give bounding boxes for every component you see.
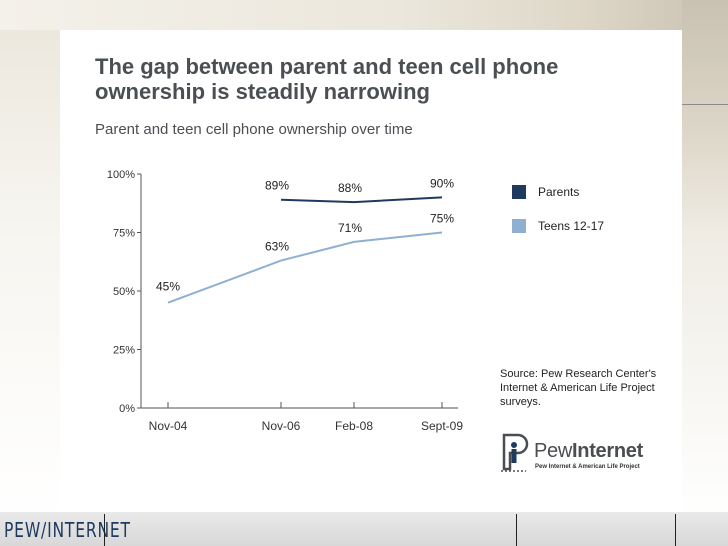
background-left <box>0 30 60 520</box>
background-top <box>0 0 728 30</box>
pew-internet-logo: PewInternet Pew Internet & American Life… <box>498 433 658 473</box>
y-tick-label: 75% <box>113 228 135 240</box>
data-label: 75% <box>430 212 454 226</box>
chart-title: Parent and teen cell phone ownership ove… <box>95 121 413 138</box>
data-label: 63% <box>265 240 289 254</box>
data-label: 90% <box>430 176 454 190</box>
data-label: 89% <box>265 179 289 193</box>
footer-bar <box>0 512 728 546</box>
decor-line <box>682 104 728 105</box>
y-tick-label: 0% <box>119 403 135 415</box>
footer-divider <box>516 514 517 546</box>
data-label: 88% <box>338 181 362 195</box>
x-tick-label: Nov-04 <box>149 419 188 433</box>
x-tick-label: Nov-06 <box>262 419 301 433</box>
chart-legend: Parents Teens 12-17 <box>512 183 652 251</box>
slide-panel <box>60 30 682 520</box>
background-right <box>682 0 728 520</box>
source-note: Source: Pew Research Center's Internet &… <box>500 368 657 408</box>
data-label: 45% <box>156 280 180 294</box>
legend-swatch-parents <box>512 185 526 199</box>
legend-item-parents: Parents <box>512 183 652 201</box>
legend-swatch-teens <box>512 219 526 233</box>
footer-logo: PEW/INTERNET <box>4 518 131 542</box>
logo-wordmark: PewInternet <box>534 440 643 463</box>
y-tick-label: 25% <box>113 345 135 357</box>
logo-bold: Internet <box>572 440 643 462</box>
data-label: 71% <box>338 221 362 235</box>
logo-subtitle: Pew Internet & American Life Project <box>535 464 640 470</box>
logo-main: Pew <box>534 440 573 462</box>
footer-divider <box>104 514 105 546</box>
legend-label-parents: Parents <box>538 185 580 199</box>
y-tick-label: 100% <box>107 169 135 181</box>
x-tick-label: Feb-08 <box>335 419 373 433</box>
pew-logo-icon <box>501 433 529 472</box>
y-tick-label: 50% <box>113 286 135 298</box>
legend-item-teens: Teens 12-17 <box>512 217 652 235</box>
series-line-teens <box>167 231 443 304</box>
series-line-parents <box>280 196 443 204</box>
footer-divider <box>675 514 676 546</box>
x-tick-label: Sept-09 <box>421 419 463 433</box>
slide-title: The gap between parent and teen cell pho… <box>95 54 559 104</box>
legend-label-teens: Teens 12-17 <box>538 219 605 233</box>
